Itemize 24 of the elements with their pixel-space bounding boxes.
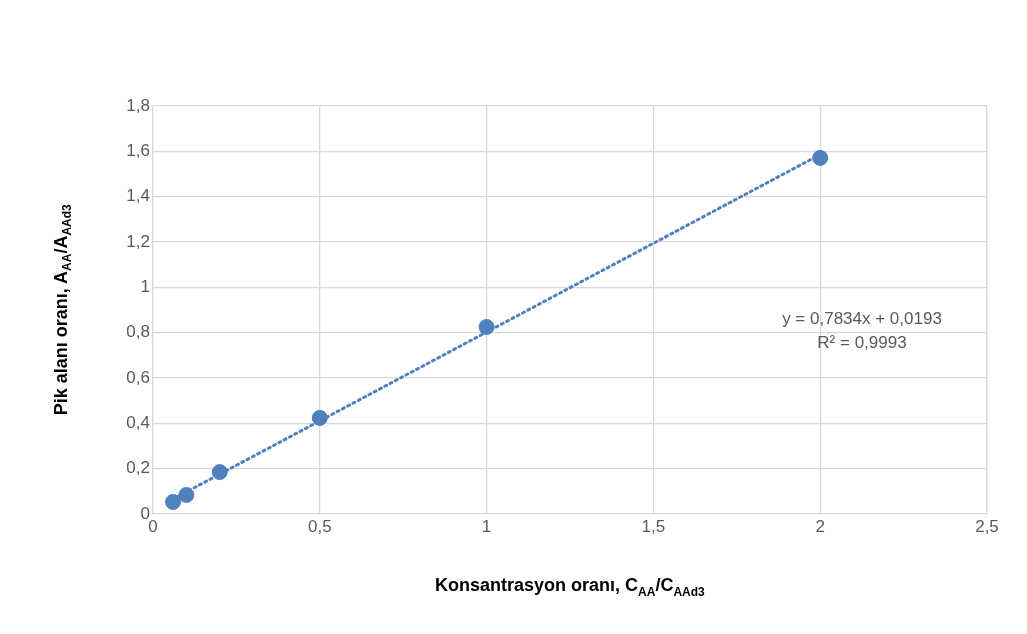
- y-tick-label: 0,8: [126, 322, 150, 342]
- y-tick-label: 0,6: [126, 367, 150, 387]
- x-tick-label: 1,5: [641, 516, 666, 536]
- x-tick-label: 1: [481, 516, 492, 536]
- y-tick-label: 0,2: [126, 458, 150, 478]
- point: [165, 493, 182, 510]
- point: [311, 409, 328, 426]
- y-tick-label: 0: [140, 503, 150, 523]
- x-axis-title: Konsantrasyon oranı, C$_{AA}$/C$_{AAd3}$: [435, 575, 705, 599]
- y-tick-label: 1,2: [126, 231, 150, 251]
- y-tick-label: 1: [140, 277, 150, 297]
- y-tick-label: 0,4: [126, 413, 150, 433]
- y-tick-label: 1,4: [126, 186, 150, 206]
- point: [211, 464, 228, 481]
- x-tick-label: 2: [815, 516, 825, 536]
- y-tick-label: 1,8: [126, 95, 150, 115]
- x-tick-label: 2,5: [975, 516, 999, 536]
- x-tick-label: 0,5: [307, 516, 332, 536]
- y-tick-label: 1,6: [126, 141, 150, 161]
- annotation: y = 0,7834x + 0,0193: [782, 309, 942, 328]
- annotation: R² = 0,9993: [817, 333, 907, 352]
- point: [812, 149, 829, 166]
- point: [178, 486, 195, 503]
- point: [478, 319, 495, 335]
